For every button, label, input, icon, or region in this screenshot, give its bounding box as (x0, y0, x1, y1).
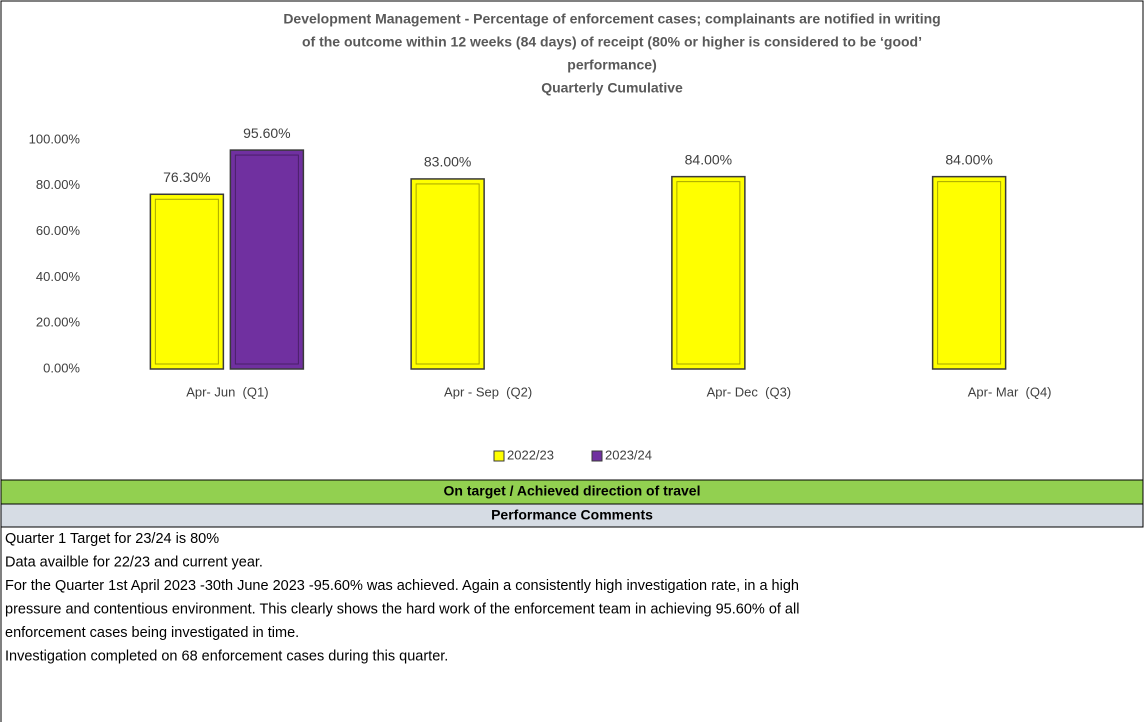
y-tick-label: 40.00% (36, 269, 81, 284)
chart-title: of the outcome within 12 weeks (84 days)… (302, 34, 922, 50)
y-tick-label: 0.00% (43, 360, 80, 375)
comment-line: Quarter 1 Target for 23/24 is 80% (5, 531, 219, 547)
x-tick-label: Apr - Sep (Q2) (444, 384, 532, 399)
bar-bevel (415, 183, 480, 365)
bar (931, 175, 1007, 370)
comments-header (0, 503, 1144, 528)
data-label: 84.00% (685, 151, 732, 167)
bar (671, 175, 746, 370)
chart-subtitle: Quarterly Cumulative (541, 80, 683, 96)
data-label: 76.30% (163, 169, 210, 185)
legend-swatch (591, 450, 603, 462)
data-label: 84.00% (945, 151, 992, 167)
x-tick-label: Apr- Jun (Q1) (186, 384, 268, 399)
comment-line: Investigation completed on 68 enforcemen… (5, 648, 448, 664)
status-text: On target / Achieved direction of travel (444, 483, 701, 499)
bar-bevel (937, 181, 1002, 365)
y-tick-label: 80.00% (36, 177, 81, 192)
status-band (0, 479, 1144, 505)
comment-line: pressure and contentious environment. Th… (5, 601, 799, 617)
comment-line: Data availble for 22/23 and current year… (5, 554, 263, 570)
comments-heading: Performance Comments (491, 507, 653, 523)
y-tick-label: 20.00% (36, 315, 81, 330)
legend-label: 2022/23 (507, 447, 554, 462)
bar-bevel (234, 154, 299, 365)
bar-bevel (676, 181, 741, 365)
bar (410, 178, 485, 370)
bar (149, 193, 225, 370)
bar-bevel (154, 198, 219, 365)
bar (229, 149, 305, 370)
legend-label: 2023/24 (605, 447, 652, 462)
y-tick-label: 100.00% (29, 131, 81, 146)
y-tick-label: 60.00% (36, 223, 81, 238)
legend-swatch (493, 450, 505, 462)
chart-title: Development Management - Percentage of e… (283, 11, 940, 27)
comment-line: enforcement cases being investigated in … (5, 625, 299, 641)
data-label: 83.00% (424, 154, 471, 170)
x-tick-label: Apr- Mar (Q4) (968, 384, 1052, 399)
data-label: 95.60% (243, 125, 290, 141)
comment-line: For the Quarter 1st April 2023 -30th Jun… (5, 578, 799, 594)
chart-title: performance) (567, 57, 656, 73)
x-tick-label: Apr- Dec (Q3) (707, 384, 792, 399)
